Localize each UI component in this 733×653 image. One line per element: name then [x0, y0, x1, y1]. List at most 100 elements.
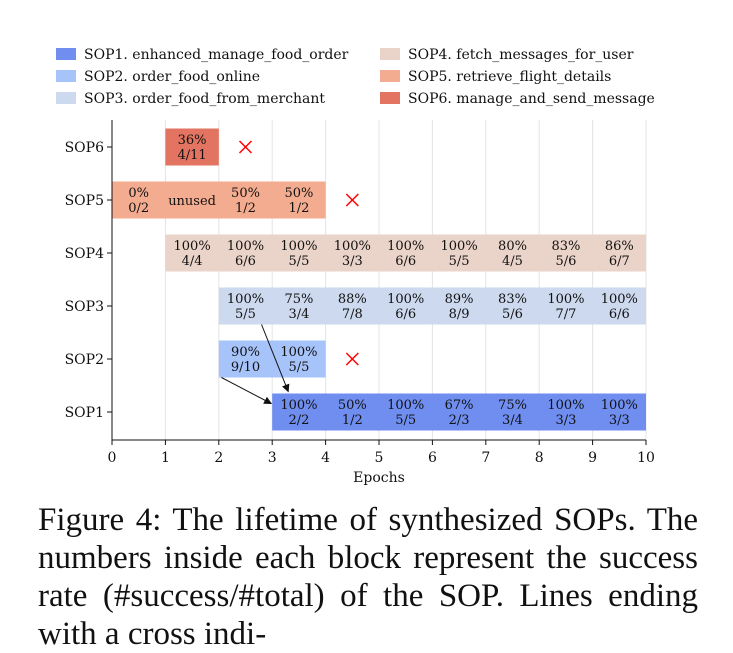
legend-swatch: [56, 48, 76, 60]
chart-grid: [164, 120, 647, 440]
cell-rate: 50%: [284, 186, 313, 201]
x-tick-label: 10: [637, 450, 655, 466]
end-cross-sop6: [238, 140, 253, 154]
y-tick-label: SOP6: [65, 140, 104, 156]
legend-swatch: [380, 92, 400, 104]
legend-label: SOP2. order_food_online: [84, 69, 260, 85]
cross-stroke: [345, 193, 359, 207]
cell-count: 3/4: [288, 307, 309, 322]
cell-rate: 88%: [338, 292, 367, 307]
cell-count: 6/6: [395, 307, 416, 322]
cell-rate: 0%: [128, 186, 149, 201]
cell-count: 4/11: [177, 148, 206, 163]
cell-rate: 100%: [387, 398, 424, 413]
cell-count: 5/5: [235, 307, 256, 322]
cell-rate: 83%: [551, 239, 580, 254]
cell-rate: 50%: [231, 186, 260, 201]
cell-count: 3/3: [342, 254, 363, 269]
cell-rate: 100%: [227, 292, 264, 307]
merge-arrow-sop2: [221, 377, 273, 404]
cell-rate: 36%: [178, 133, 207, 148]
x-tick-label: 8: [535, 450, 544, 466]
cell-rate: 100%: [547, 398, 584, 413]
cell-rate: 86%: [605, 239, 634, 254]
bar-sop2: [218, 340, 326, 378]
merge-arrow-sop3: [261, 324, 290, 393]
cell-count: 5/5: [395, 413, 416, 428]
x-axis-label: Epochs: [353, 470, 405, 486]
cell-rate: 100%: [441, 239, 478, 254]
cell-count: 6/6: [609, 307, 630, 322]
cell-rate: 100%: [601, 292, 638, 307]
chart-legend: SOP1. enhanced_manage_food_order SOP2. or…: [56, 47, 655, 107]
bar-sop1: [272, 393, 646, 431]
cross-stroke: [238, 140, 253, 154]
cell-rate: 100%: [387, 239, 424, 254]
cell-count: 3/4: [502, 413, 523, 428]
legend-label: SOP4. fetch_messages_for_user: [408, 47, 634, 63]
legend-swatch: [380, 70, 400, 82]
cell-count: 6/6: [395, 254, 416, 269]
cell-count: 5/5: [449, 254, 470, 269]
legend-swatch: [56, 70, 76, 82]
cell-rate: 100%: [174, 239, 211, 254]
merge-arrows: [221, 324, 290, 404]
chart-bars: 36%4/110%0/2 unused50%1/250%1/2100%4/4100…: [112, 128, 647, 431]
bar-sop5: [112, 181, 326, 219]
x-tick-label: 6: [428, 450, 437, 466]
y-tick-label: SOP2: [65, 352, 104, 368]
cell-count: 4/4: [182, 254, 203, 269]
cell-count: 6/7: [609, 254, 630, 269]
x-tick-label: 5: [375, 450, 384, 466]
figure-caption: Figure 4: The lifetime of synthesized SO…: [38, 502, 698, 652]
cell-count: 5/5: [288, 254, 309, 269]
y-tick-label: SOP4: [65, 246, 104, 262]
bar-sop3: [218, 287, 647, 325]
bar-sop4: [165, 234, 646, 272]
cell-count: 9/10: [231, 360, 260, 375]
cell-rate: 100%: [227, 239, 264, 254]
cell-rate: 100%: [280, 345, 317, 360]
cell-rate: 100%: [547, 292, 584, 307]
cell-count: 5/6: [555, 254, 576, 269]
x-tick-label: 4: [321, 450, 330, 466]
cell-label: unused: [168, 194, 216, 209]
cell-rate: 50%: [338, 398, 367, 413]
cell-rate: 75%: [284, 292, 313, 307]
x-tick-label: 2: [214, 450, 223, 466]
sop-lifetime-chart: SOP1. enhanced_manage_food_order SOP2. or…: [56, 47, 655, 486]
y-tick-label: SOP1: [65, 405, 104, 421]
cell-rate: 80%: [498, 239, 527, 254]
cell-count: 3/3: [555, 413, 576, 428]
cell-count: 1/2: [342, 413, 363, 428]
cell-rate: 100%: [334, 239, 371, 254]
cell-count: 3/3: [609, 413, 630, 428]
cross-stroke: [345, 352, 359, 366]
cell-rate: 100%: [280, 398, 317, 413]
cell-rate: 100%: [387, 292, 424, 307]
x-tick-label: 0: [108, 450, 117, 466]
x-tick-label: 7: [481, 450, 490, 466]
cell-rate: 75%: [498, 398, 527, 413]
cell-rate: 83%: [498, 292, 527, 307]
cell-count: 7/7: [555, 307, 576, 322]
legend-label: SOP5. retrieve_flight_details: [408, 69, 611, 85]
legend-swatch: [380, 48, 400, 60]
cell-rate: 100%: [601, 398, 638, 413]
cell-count: 5/6: [502, 307, 523, 322]
y-tick-label: SOP3: [65, 299, 104, 315]
legend-label: SOP3. order_food_from_merchant: [84, 91, 325, 107]
cell-count: 2/3: [449, 413, 470, 428]
cell-count: 2/2: [288, 413, 309, 428]
cell-count: 0/2: [128, 201, 149, 216]
legend-swatch: [56, 92, 76, 104]
legend-label: SOP1. enhanced_manage_food_order: [84, 47, 349, 63]
cell-rate: 100%: [280, 239, 317, 254]
end-cross-sop5: [345, 193, 359, 207]
cell-count: 4/5: [502, 254, 523, 269]
y-tick-label: SOP5: [65, 193, 104, 209]
cell-rate: 90%: [231, 345, 260, 360]
cell-rate: 89%: [445, 292, 474, 307]
x-tick-label: 9: [588, 450, 597, 466]
cell-count: 1/2: [288, 201, 309, 216]
